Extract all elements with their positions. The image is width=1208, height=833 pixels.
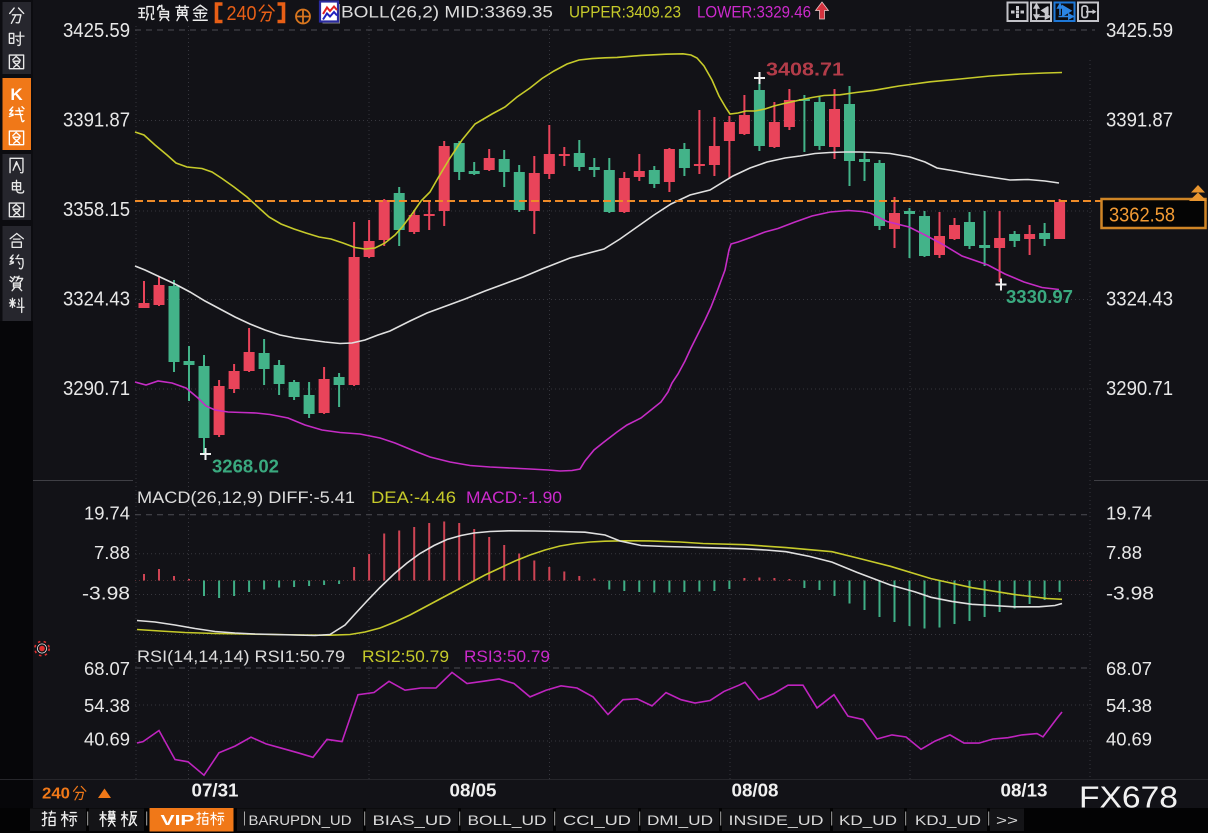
svg-text:08/08: 08/08	[732, 781, 779, 801]
svg-text:3391.87: 3391.87	[63, 110, 130, 132]
svg-text:3268.02: 3268.02	[212, 457, 279, 477]
svg-text:VIP: VIP	[161, 812, 195, 829]
svg-text:54.38: 54.38	[1106, 695, 1152, 716]
svg-text:08/05: 08/05	[450, 781, 497, 801]
svg-text:RSI(14,14,14) RSI1:50.79: RSI(14,14,14) RSI1:50.79	[137, 647, 345, 666]
svg-text:RSI2:50.79: RSI2:50.79	[362, 647, 449, 666]
svg-text:LOWER:3329.46: LOWER:3329.46	[697, 3, 811, 22]
svg-text:CCI_UD: CCI_UD	[563, 812, 631, 828]
svg-text:FX678: FX678	[1079, 780, 1178, 815]
svg-text:-3.98: -3.98	[82, 583, 130, 604]
svg-text:DMI_UD: DMI_UD	[647, 812, 713, 828]
svg-text:07/31: 07/31	[192, 781, 239, 801]
svg-text:3425.59: 3425.59	[1106, 20, 1173, 42]
svg-text:UPPER:3409.23: UPPER:3409.23	[569, 3, 681, 22]
svg-text:3391.87: 3391.87	[1106, 110, 1173, 132]
svg-text:MACD(26,12,9) DIFF:-5.41: MACD(26,12,9) DIFF:-5.41	[137, 488, 355, 507]
svg-text:3290.71: 3290.71	[63, 378, 130, 400]
svg-text:3324.43: 3324.43	[1106, 289, 1173, 311]
svg-text:3324.43: 3324.43	[63, 289, 130, 311]
svg-text:-3.98: -3.98	[1106, 583, 1154, 604]
svg-text:BOLL_UD: BOLL_UD	[468, 812, 547, 828]
svg-text:3362.58: 3362.58	[1109, 205, 1175, 227]
svg-text:19.74: 19.74	[1106, 503, 1152, 524]
svg-text:7.88: 7.88	[1106, 542, 1142, 563]
svg-text:68.07: 68.07	[84, 658, 130, 679]
svg-text:BIAS_UD: BIAS_UD	[373, 812, 452, 828]
svg-text:3290.71: 3290.71	[1106, 378, 1173, 400]
svg-text:BOLL(26,2) MID:3369.35: BOLL(26,2) MID:3369.35	[341, 3, 553, 22]
svg-text:68.07: 68.07	[1106, 658, 1152, 679]
svg-text:19.74: 19.74	[84, 503, 130, 524]
svg-text:BARUPDN_UD: BARUPDN_UD	[249, 812, 352, 828]
svg-text:3425.59: 3425.59	[63, 20, 130, 42]
svg-text:240: 240	[42, 786, 70, 803]
svg-text:240: 240	[227, 3, 257, 25]
svg-text:40.69: 40.69	[1106, 729, 1152, 750]
svg-text:>>: >>	[996, 812, 1018, 828]
svg-text:RSI3:50.79: RSI3:50.79	[464, 647, 550, 666]
svg-text:KDJ_UD: KDJ_UD	[915, 812, 981, 828]
svg-text:3330.97: 3330.97	[1006, 287, 1073, 307]
svg-text:KD_UD: KD_UD	[839, 812, 897, 828]
svg-text:K: K	[10, 85, 23, 104]
svg-text:3408.71: 3408.71	[766, 60, 844, 80]
svg-text:DEA:-4.46: DEA:-4.46	[371, 488, 456, 507]
svg-text:INSIDE_UD: INSIDE_UD	[729, 812, 824, 828]
svg-text:7.88: 7.88	[94, 542, 130, 563]
svg-text:3358.15: 3358.15	[63, 199, 130, 221]
svg-text:08/13: 08/13	[1001, 781, 1048, 801]
svg-text:40.69: 40.69	[84, 729, 130, 750]
svg-text:54.38: 54.38	[84, 695, 130, 716]
svg-text:MACD:-1.90: MACD:-1.90	[466, 488, 562, 507]
